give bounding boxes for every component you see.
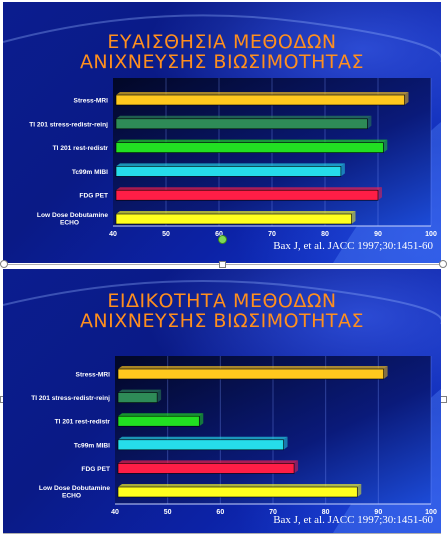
bar-side-face (357, 484, 362, 497)
x-tick-label: 90 (374, 231, 382, 238)
bar-1 (117, 392, 158, 403)
x-tick-label: 70 (269, 509, 277, 516)
category-label: Tc99m MIBI (72, 169, 108, 176)
category-label: Tl 201 rest-redistr (53, 145, 109, 152)
bar-4 (117, 463, 295, 474)
citation: Bax J, et al. JACC 1997;30:1451-60 (273, 240, 433, 252)
slide-specificity[interactable]: ΕΙΔΙΚΟΤΗΤΑ ΜΕΘΟΔΩΝ ΑΝΙΧΝΕΥΣΗΣ ΒΙΩΣΙΜΟΤΗΤ… (3, 269, 441, 533)
bar-top-face (118, 460, 299, 464)
category-label: FDG PET (79, 193, 108, 200)
x-tick-label: 60 (215, 231, 223, 238)
bar-side-face (367, 115, 372, 129)
bar-2 (117, 415, 200, 427)
bar-top-face (116, 163, 345, 167)
citation: Bax J, et al. JACC 1997;30:1451-60 (273, 514, 433, 526)
bar-top-face (118, 389, 162, 393)
bar-top-face (116, 139, 388, 143)
x-tick-label: 90 (374, 509, 382, 516)
bar-top-face (118, 413, 204, 417)
x-tick-label: 70 (268, 231, 276, 238)
bar-1 (115, 118, 368, 130)
slide-title: ΕΙΔΙΚΟΤΗΤΑ ΜΕΘΟΔΩΝ ΑΝΙΧΝΕΥΣΗΣ ΒΙΩΣΙΜΟΤΗΤ… (3, 291, 441, 331)
category-label: Tl 201 stress-redistr-reinj (29, 121, 108, 128)
bar-side-face (294, 460, 299, 474)
x-tick-label: 100 (425, 509, 437, 516)
bar-side-face (383, 366, 388, 379)
category-label: FDG PET (81, 466, 110, 473)
category-label: Stress-MRI (76, 372, 111, 379)
bar-top-face (118, 436, 288, 440)
bar-5 (117, 486, 358, 498)
slide-title: ΕΥΑΙΣΘΗΣΙΑ ΜΕΘΟΔΩΝ ΑΝΙΧΝΕΥΣΗΣ ΒΙΩΣΙΜΟΤΗΤ… (3, 32, 441, 72)
bar-3 (115, 166, 342, 177)
bar-chart-sensitivity: 40 50 60 70 80 90 100 Stress-MRI Tl 201 stress-r… (29, 78, 437, 238)
x-tick-label: 80 (322, 509, 330, 516)
bar-chart-specificity: 40 50 60 70 80 90 100 Stress-MRI Tl 201 stress-r… (31, 356, 437, 516)
bar-side-face (404, 92, 409, 105)
x-tick-label: 40 (111, 509, 119, 516)
category-label: Tl 201 stress-redistr-reinj (31, 395, 110, 402)
bar-0 (115, 94, 405, 106)
bar-top-face (116, 187, 382, 191)
x-tick-label: 40 (109, 231, 117, 238)
category-label: Low Dose Dobutamine ECHO (39, 485, 110, 500)
x-tick-label: 60 (216, 509, 224, 516)
resize-handle-top-left[interactable] (0, 260, 8, 268)
category-label: Stress-MRI (74, 98, 109, 105)
bar-side-face (283, 436, 288, 450)
title-line-2: ΑΝΙΧΝΕΥΣΗΣ ΒΙΩΣΙΜΟΤΗΤΑΣ (79, 310, 365, 332)
category-label: Low Dose Dobutamine ECHO (37, 212, 108, 227)
rotate-handle[interactable] (218, 235, 227, 244)
bar-top-face (118, 366, 388, 369)
category-label: Tc99m MIBI (74, 442, 110, 449)
bar-side-face (199, 413, 204, 427)
bar-4 (115, 189, 379, 201)
bar-top-face (116, 211, 356, 214)
bar-top-face (116, 115, 372, 119)
resize-handle-top-center[interactable] (219, 261, 226, 268)
plot-area (115, 356, 431, 504)
bar-side-face (157, 389, 162, 403)
resize-handle-top-right[interactable] (439, 260, 447, 268)
bar-top-face (116, 92, 409, 95)
selection-border-bottom (3, 533, 441, 534)
slide-sensitivity[interactable]: ΕΥΑΙΣΘΗΣΙΑ ΜΕΘΟΔΩΝ ΑΝΙΧΝΕΥΣΗΣ ΒΙΩΣΙΜΟΤΗΤ… (3, 2, 441, 263)
x-tick-label: 80 (321, 231, 329, 238)
bar-0 (117, 368, 384, 380)
title-line-2: ΑΝΙΧΝΕΥΣΗΣ ΒΙΩΣΙΜΟΤΗΤΑΣ (79, 51, 365, 73)
category-label: Tl 201 rest-redistr (55, 419, 111, 426)
x-tick-label: 50 (162, 231, 170, 238)
bar-side-face (378, 187, 382, 201)
x-tick-label: 100 (425, 231, 437, 238)
bar-5 (115, 213, 352, 225)
resize-handle-middle-right[interactable] (440, 396, 447, 403)
bar-2 (115, 142, 384, 153)
bar-top-face (118, 484, 362, 487)
bar-side-face (340, 163, 345, 177)
title-line-1: ΕΙΔΙΚΟΤΗΤΑ ΜΕΘΟΔΩΝ (107, 290, 337, 312)
bar-side-face (383, 139, 388, 153)
x-tick-label: 50 (164, 509, 172, 516)
bar-side-face (351, 211, 356, 224)
bar-3 (117, 439, 284, 451)
title-line-1: ΕΥΑΙΣΘΗΣΙΑ ΜΕΘΟΔΩΝ (107, 31, 337, 53)
